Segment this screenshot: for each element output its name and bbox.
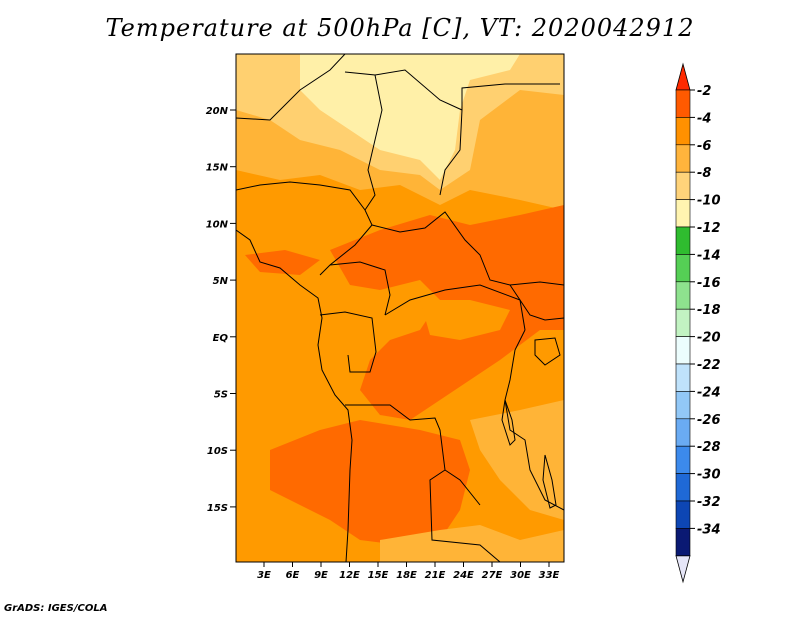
colorbar-swatch [675,144,691,173]
colorbar-label: -22 [697,358,721,373]
lon-label: 33E [539,570,560,581]
border-central-1 [371,211,564,286]
lon-label: 27E [482,570,503,581]
lat-label: 10S [207,446,228,457]
colorbar-swatch [675,199,691,228]
colorbar-swatch [675,418,691,447]
colorbar-label: -4 [697,111,711,126]
colorbar-swatch [675,391,691,420]
border-rift [504,329,564,511]
lake-malawi [542,454,557,509]
colorbar-label: -28 [697,440,721,455]
field-south-mid [380,525,564,562]
colorbar-label: -18 [697,303,721,318]
colorbar-swatch [675,254,691,283]
grads-credit: GrADS: IGES/COLA [4,603,108,614]
colorbar-label: -2 [697,84,711,99]
lon-label: 3E [257,570,271,581]
colorbar-swatch [675,473,691,502]
border-east [509,284,564,321]
colorbar-bottom-arrow [675,555,691,584]
lon-label: 9E [314,570,328,581]
lat-label: 20N [206,106,229,117]
colorbar-top-arrow [675,62,691,91]
colorbar-label: -16 [697,276,721,291]
border-central-2 [329,261,391,316]
temperature-field [236,54,564,562]
colorbar-label: -26 [697,413,721,428]
border-sahel [236,181,373,276]
lon-label: 15E [368,570,389,581]
border-central-3 [384,284,526,331]
longitude-axis: 3E 6E 9E 12E 15E 18E 21E 24E 27E 30E 33E [257,562,560,581]
colorbar-swatch [675,445,691,474]
colorbar-swatch [675,528,691,557]
border-north-4 [461,83,560,110]
lon-label: 30E [510,570,531,581]
lat-label: 5N [213,276,229,287]
colorbar-label: -30 [697,468,721,483]
colorbar-swatch [675,363,691,392]
field-central-mid [420,300,510,340]
lat-label: 15N [206,163,229,174]
colorbar-swatch [675,500,691,529]
field-west-warm [245,250,320,275]
colorbar-swatch [675,226,691,255]
colorbar-label: -14 [697,248,721,263]
lon-label: 21E [425,570,446,581]
map-frame [235,53,565,563]
border-southern-1 [429,469,501,562]
lat-label: 5S [214,390,228,401]
lat-label: 10N [206,219,229,230]
latitude-axis: 20N 15N 10N 5N EQ 5S 10S 15S [206,106,236,514]
border-congo-w [319,311,377,373]
colorbar: -2 -4 -6 -8 -10 -12 -14 -16 -18 -20 -22 -24 -26 -28 -3… [675,62,721,584]
colorbar-swatch [675,171,691,200]
lake-tanganyika [501,399,516,446]
lat-label: EQ [213,333,229,344]
field-south-warmest [270,420,470,545]
map-title: Temperature at 500hPa [C], VT: 202004291… [105,14,695,42]
colorbar-label: -24 [697,385,721,400]
lon-label: 6E [286,570,300,581]
border-congo-e [345,404,481,506]
lon-label: 18E [396,570,417,581]
colorbar-swatch [675,117,691,146]
colorbar-label: -34 [697,522,721,537]
lat-label: 15S [207,503,228,514]
borders [236,54,564,562]
colorbar-label: -20 [697,331,721,346]
colorbar-label: -10 [697,194,721,209]
colorbar-label: -12 [697,221,721,236]
border-north-2 [344,71,383,211]
lon-label: 24E [453,570,474,581]
colorbar-label: -32 [697,495,721,510]
colorbar-swatch [675,89,691,118]
coastline-west [236,229,353,562]
colorbar-swatch [675,308,691,337]
lake-victoria [534,337,561,366]
lon-label: 12E [339,570,360,581]
colorbar-swatch [675,336,691,365]
colorbar-swatch [675,281,691,310]
colorbar-label: -8 [697,166,711,181]
border-north-1 [236,54,346,121]
colorbar-label: -6 [697,139,711,154]
